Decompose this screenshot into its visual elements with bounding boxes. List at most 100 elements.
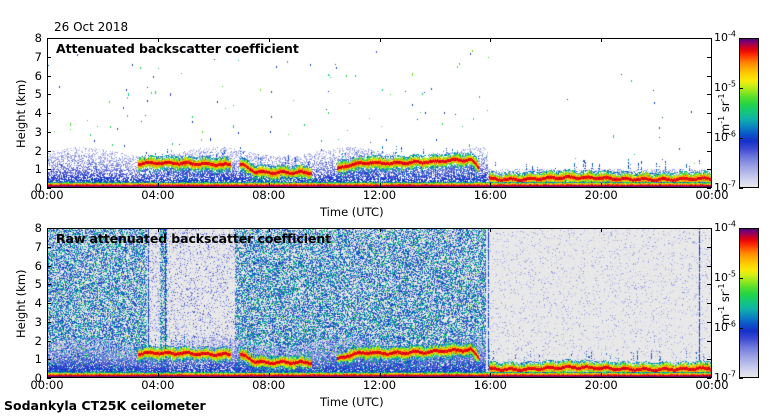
colorbar-tick-label-0--4: 10-4 — [714, 29, 736, 44]
x-axis-label-top: Time (UTC) — [320, 205, 384, 219]
panel-raw-attenuated-backscatter[interactable]: Raw attenuated backscatter coefficient — [47, 228, 712, 378]
y-tick-mark — [47, 341, 51, 342]
colorbar-tick-mark — [739, 38, 743, 39]
footer-caption: Sodankyla CT25K ceilometer — [4, 398, 206, 413]
y-tick-mark — [47, 322, 51, 323]
colorbar-tick-label-0--7: 10-7 — [714, 179, 736, 194]
x-tick-mark — [380, 183, 381, 187]
y-tick-label-bottom-7: 7 — [34, 239, 42, 254]
date-title: 26 Oct 2018 — [54, 20, 129, 34]
panel-attenuated-backscatter[interactable]: Attenuated backscatter coefficient — [47, 38, 712, 188]
panel-title-bottom: Raw attenuated backscatter coefficient — [56, 231, 332, 246]
y-tick-mark — [47, 266, 51, 267]
y-tick-mark-right — [707, 57, 711, 58]
y-tick-label-top-1: 1 — [34, 162, 42, 177]
colorbar-bottom — [739, 228, 759, 378]
y-tick-mark — [47, 303, 51, 304]
x-tick-mark-top — [269, 228, 270, 232]
y-tick-mark — [47, 228, 51, 229]
y-tick-mark-right — [707, 113, 711, 114]
colorbar-tick-label-0--6: 10-6 — [714, 129, 736, 144]
y-tick-mark-right — [707, 378, 711, 379]
x-tick-mark-top — [380, 38, 381, 42]
y-tick-mark — [47, 94, 51, 95]
y-tick-label-top-4: 4 — [34, 106, 42, 120]
colorbar-tick-label-1--7: 10-7 — [714, 369, 736, 384]
y-tick-mark — [47, 38, 51, 39]
y-tick-mark-right — [707, 266, 711, 267]
y-tick-label-top-6: 6 — [34, 68, 42, 83]
y-tick-label-bottom-2: 2 — [34, 333, 42, 348]
x-tick-label-bottom-1: 04:00 — [141, 378, 175, 392]
x-tick-mark-top — [601, 38, 602, 42]
colorbar-tick-mark — [739, 188, 743, 189]
colorbar-tick-label-1--6: 10-6 — [714, 319, 736, 334]
x-tick-label-top-5: 20:00 — [584, 188, 618, 202]
y-tick-mark-right — [707, 188, 711, 189]
x-tick-mark — [269, 373, 270, 377]
x-tick-label-bottom-3: 12:00 — [362, 378, 397, 392]
y-tick-label-bottom-3: 3 — [34, 314, 42, 329]
x-tick-label-top-0: 00:00 — [30, 188, 64, 202]
y-tick-label-top-0: 0 — [34, 181, 42, 195]
heatmap-canvas-bottom — [48, 229, 711, 377]
x-tick-mark — [158, 373, 159, 377]
colorbar-tick-label-1--4: 10-4 — [714, 219, 736, 234]
x-tick-mark-top — [158, 38, 159, 42]
y-tick-label-bottom-0: 0 — [34, 371, 42, 385]
x-tick-mark — [601, 183, 602, 187]
x-tick-mark — [601, 373, 602, 377]
y-tick-mark-right — [707, 132, 711, 133]
colorbar-tick-mark — [739, 88, 743, 89]
x-axis-label-bottom: Time (UTC) — [320, 395, 384, 409]
x-tick-label-bottom-2: 08:00 — [252, 378, 286, 392]
colorbar-tick-mark — [739, 378, 743, 379]
x-tick-mark-top — [380, 228, 381, 232]
y-tick-mark — [47, 76, 51, 77]
y-tick-mark-right — [707, 228, 711, 229]
y-tick-mark — [47, 359, 51, 360]
x-tick-label-bottom-6: 00:00 — [695, 378, 729, 392]
x-tick-mark-top — [490, 228, 491, 232]
x-tick-mark-top — [158, 228, 159, 232]
y-tick-mark-right — [707, 303, 711, 304]
x-tick-mark — [269, 183, 270, 187]
colorbar-tick-mark — [739, 228, 743, 229]
x-tick-label-bottom-0: 00:00 — [30, 378, 64, 392]
panel-title-top: Attenuated backscatter coefficient — [56, 41, 299, 56]
y-tick-label-top-5: 5 — [34, 87, 42, 102]
x-tick-label-bottom-4: 16:00 — [473, 378, 507, 392]
y-tick-mark-right — [707, 76, 711, 77]
y-tick-mark-right — [707, 169, 711, 170]
colorbar-tick-mark — [739, 278, 743, 279]
colorbar-tick-label-1--5: 10-5 — [714, 269, 736, 284]
x-tick-mark-top — [601, 228, 602, 232]
x-tick-mark-top — [269, 38, 270, 42]
x-tick-label-top-3: 12:00 — [362, 188, 397, 202]
x-tick-mark — [158, 183, 159, 187]
y-tick-mark-right — [707, 341, 711, 342]
x-tick-label-top-6: 00:00 — [695, 188, 729, 202]
y-tick-mark-right — [707, 38, 711, 39]
colorbar-tick-mark — [739, 138, 743, 139]
x-tick-label-bottom-5: 20:00 — [584, 378, 618, 392]
y-tick-label-top-2: 2 — [34, 143, 42, 158]
heatmap-canvas-top — [48, 39, 711, 187]
y-tick-mark-right — [707, 359, 711, 360]
y-tick-mark-right — [707, 322, 711, 323]
y-tick-mark — [47, 378, 51, 379]
y-tick-label-bottom-8: 8 — [34, 221, 42, 235]
x-tick-mark — [490, 373, 491, 377]
y-tick-mark — [47, 151, 51, 152]
y-tick-label-top-3: 3 — [34, 124, 42, 139]
y-tick-mark — [47, 57, 51, 58]
y-tick-label-top-7: 7 — [34, 49, 42, 64]
y-tick-label-bottom-5: 5 — [34, 277, 42, 292]
x-tick-label-top-1: 04:00 — [141, 188, 175, 202]
y-tick-mark-right — [707, 94, 711, 95]
x-tick-label-top-4: 16:00 — [473, 188, 507, 202]
y-tick-mark — [47, 169, 51, 170]
y-tick-mark — [47, 113, 51, 114]
y-tick-mark — [47, 132, 51, 133]
x-tick-mark — [380, 373, 381, 377]
